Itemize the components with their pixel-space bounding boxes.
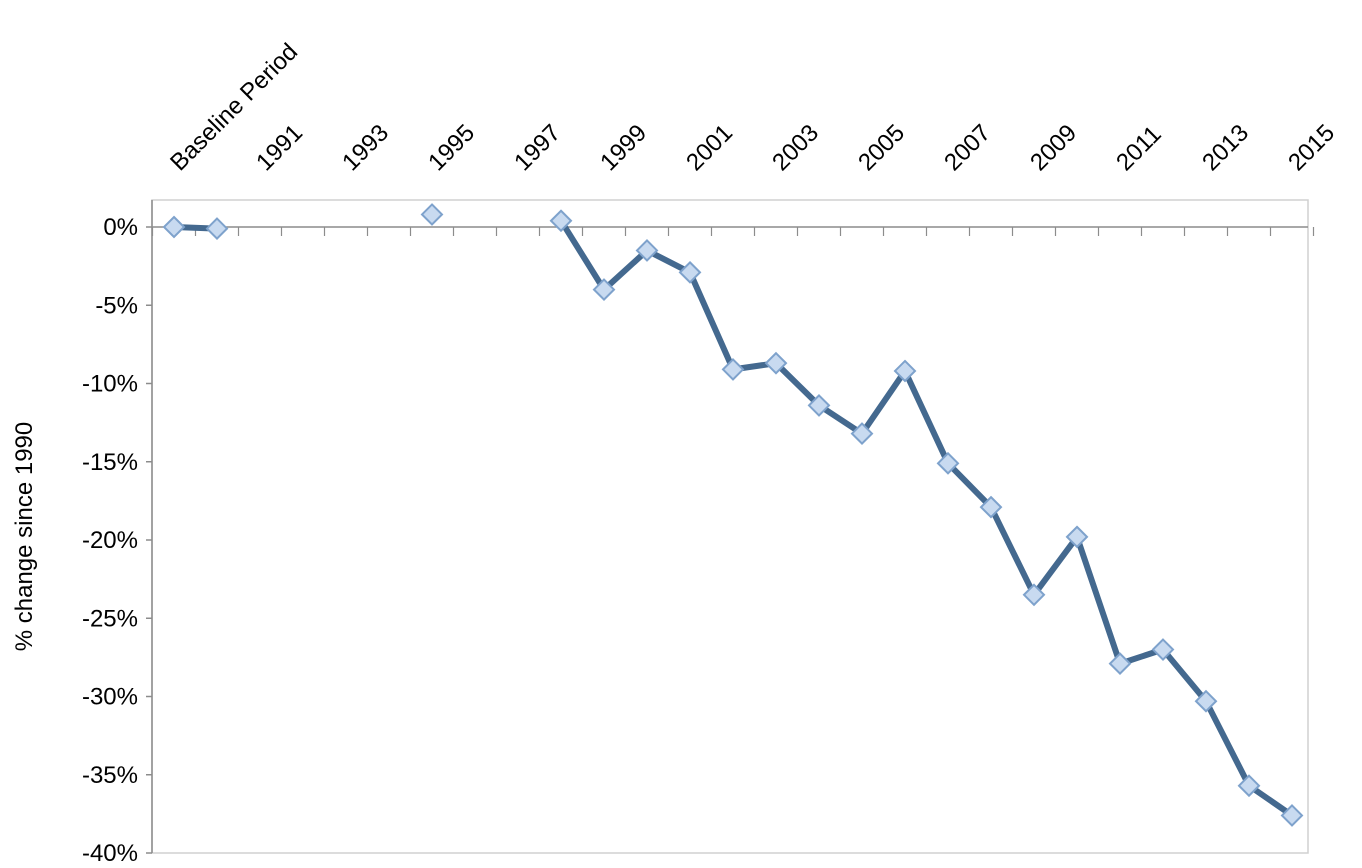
x-tick-label: 1997 <box>509 119 566 176</box>
series-group <box>162 203 1304 827</box>
data-point-marker <box>893 359 917 383</box>
data-point-marker <box>420 203 444 226</box>
x-tick-label: 2009 <box>1025 119 1082 176</box>
plot-area <box>151 199 1309 854</box>
x-tick-label: 1999 <box>595 119 652 176</box>
y-tick-label: -40% <box>82 840 138 867</box>
y-tick-label: -15% <box>82 449 138 476</box>
data-point-marker <box>1151 638 1175 661</box>
x-tick-label: 2007 <box>939 119 996 176</box>
y-tick-label: -35% <box>82 762 138 789</box>
y-tick-label: -10% <box>82 371 138 398</box>
data-point-marker <box>549 209 573 233</box>
x-tick-label: 2011 <box>1111 121 1167 177</box>
data-point-marker <box>1237 774 1261 798</box>
data-point-marker <box>1022 583 1046 607</box>
y-tick-label: -5% <box>95 292 138 319</box>
x-tick-label: 1993 <box>337 119 394 176</box>
data-point-marker <box>807 393 831 417</box>
data-point-marker <box>1194 689 1218 713</box>
data-point-marker <box>1065 525 1089 549</box>
data-point-marker <box>764 351 788 375</box>
y-axis: 0% -5% -10% -15% -20% -25% -30% -35% -40% <box>82 200 153 867</box>
data-point-marker <box>721 358 745 381</box>
data-point-marker <box>979 495 1003 519</box>
x-tick-label: 1995 <box>423 119 480 176</box>
x-tick-label: 2013 <box>1197 119 1254 176</box>
data-point-marker <box>162 215 186 239</box>
data-point-marker <box>592 278 616 302</box>
x-tick-label: 2003 <box>767 119 824 176</box>
data-point-marker <box>678 260 702 284</box>
x-tick-label: 1991 <box>251 119 308 176</box>
y-tick-label: 0% <box>103 214 138 241</box>
data-point-marker <box>850 422 874 445</box>
x-tick-label: 2015 <box>1283 119 1340 176</box>
data-point-marker <box>205 217 229 240</box>
y-tick-label: -20% <box>82 527 138 554</box>
x-tick-label: 2005 <box>853 119 910 176</box>
plot-frame <box>151 199 1309 854</box>
data-point-marker <box>1280 804 1304 827</box>
series-line <box>558 217 1295 819</box>
data-point-marker <box>635 239 659 262</box>
data-point-marker <box>936 451 960 475</box>
y-axis-title: % change since 1990 <box>11 422 38 652</box>
y-tick-label: -30% <box>82 684 138 711</box>
x-tick-label: 2001 <box>681 119 738 176</box>
data-point-marker <box>1108 652 1132 676</box>
y-tick-label: -25% <box>82 605 138 632</box>
